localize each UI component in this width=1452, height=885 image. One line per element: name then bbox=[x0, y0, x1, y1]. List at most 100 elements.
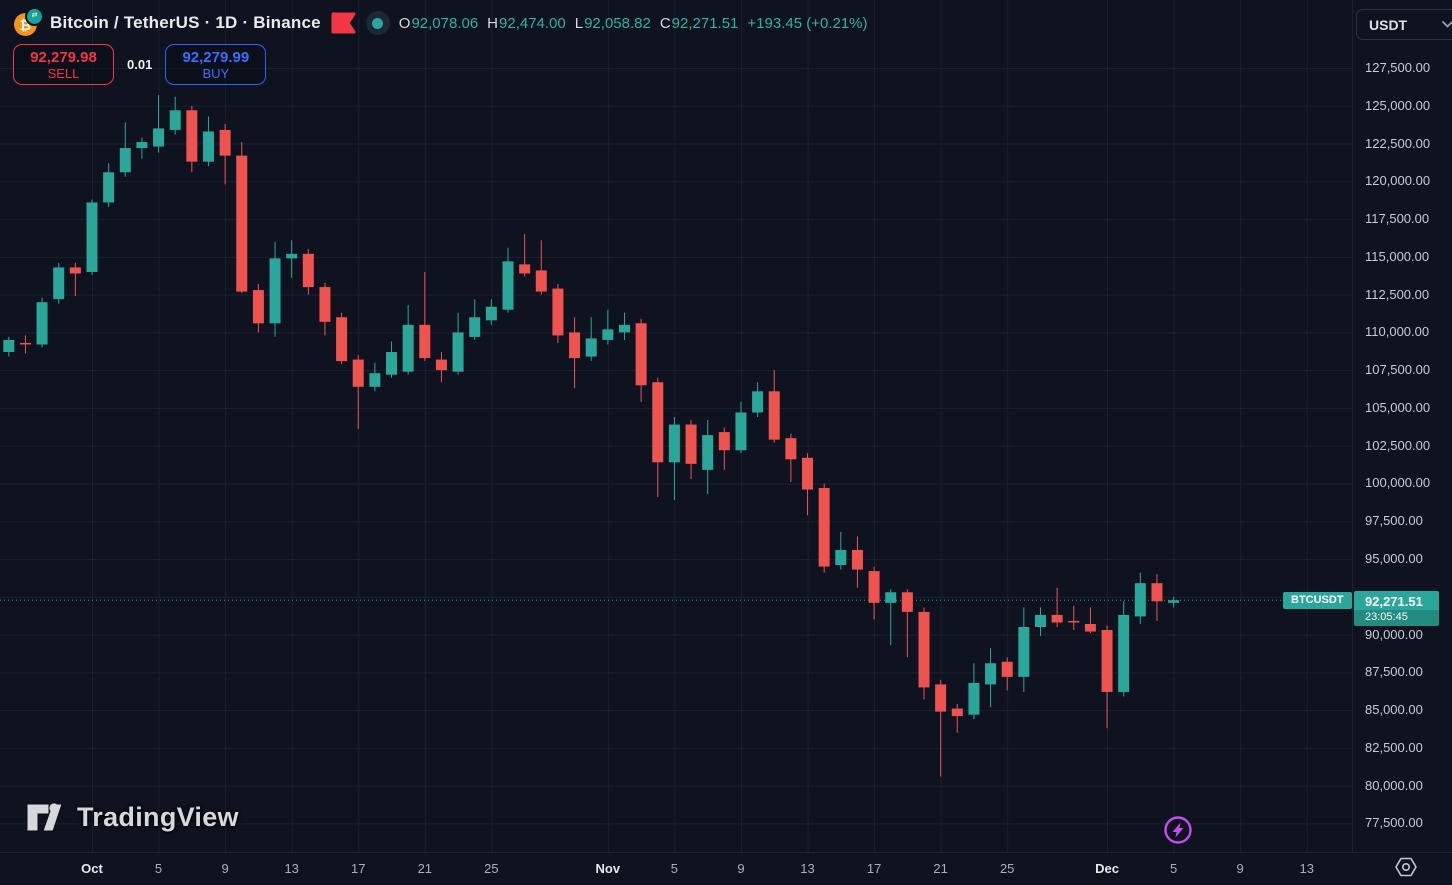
candle bbox=[718, 427, 730, 470]
time-axis-day-label: 21 bbox=[933, 861, 948, 876]
candlestick-chart[interactable] bbox=[0, 0, 1352, 852]
currency-value: USDT bbox=[1369, 16, 1408, 33]
buy-price: 92,279.99 bbox=[182, 48, 250, 66]
price-axis[interactable]: 77,500.00 80,000.00 82,500.00 85,000.00 87,5… bbox=[1352, 0, 1452, 852]
candle bbox=[1034, 607, 1046, 637]
candle bbox=[186, 105, 198, 173]
time-axis-day-label: 21 bbox=[417, 861, 433, 876]
ohlc-number: 92,078.06 bbox=[411, 14, 479, 32]
bitcoin-icon: ₿ ⇄ bbox=[14, 7, 44, 36]
candle bbox=[652, 377, 664, 498]
candle bbox=[918, 607, 930, 700]
time-axis-day-label: 5 bbox=[670, 861, 679, 876]
candle bbox=[219, 123, 231, 185]
candle bbox=[735, 401, 747, 454]
price-axis-label: 110,000.00 bbox=[1365, 324, 1430, 340]
candle bbox=[1168, 596, 1180, 608]
candle bbox=[3, 336, 15, 357]
time-axis-month-label: Dec bbox=[1095, 861, 1119, 876]
event-marker[interactable] bbox=[1163, 815, 1193, 850]
candle bbox=[435, 352, 447, 383]
buy-button[interactable]: 92,279.99 BUY bbox=[165, 44, 267, 85]
candle bbox=[552, 284, 564, 343]
price-axis-label: 107,500.00 bbox=[1365, 362, 1431, 378]
candle bbox=[53, 262, 65, 304]
time-axis-day-label: 13 bbox=[800, 861, 815, 876]
candle bbox=[136, 137, 148, 159]
price-axis-label: 85,000.00 bbox=[1365, 702, 1423, 718]
candle bbox=[169, 96, 181, 135]
price-axis-label: 100,000.00 bbox=[1365, 475, 1431, 491]
ohlc-number: 92,271.51 bbox=[671, 14, 739, 32]
candle bbox=[1001, 657, 1013, 691]
ohlc-letter: L bbox=[574, 14, 584, 32]
time-axis-day-label: 5 bbox=[154, 861, 163, 876]
bar-countdown: 23:05:45 bbox=[1354, 610, 1439, 627]
time-axis-day-label: 9 bbox=[737, 861, 745, 876]
candle bbox=[419, 271, 431, 362]
candle bbox=[535, 240, 547, 295]
candle bbox=[785, 433, 797, 482]
candle bbox=[402, 305, 414, 375]
candle bbox=[935, 679, 947, 777]
symbol-price-line-badge: BTCUSDT bbox=[1283, 591, 1352, 609]
price-axis-label: 97,500.00 bbox=[1365, 513, 1423, 529]
ohlc-number: 92,058.82 bbox=[584, 14, 651, 32]
trade-panel: 92,279.98 SELL 0.01 92,279.99 BUY bbox=[13, 44, 267, 85]
price-axis-label: 82,500.00 bbox=[1365, 739, 1423, 755]
time-axis[interactable]: Oct 5 9 13 17 21 25 Nov 5 9 13 17 21 25 Dec 5 9 13 bbox=[0, 852, 1452, 885]
candle bbox=[1134, 572, 1146, 624]
sell-button[interactable]: 92,279.98 SELL bbox=[13, 44, 114, 85]
price-axis-label: 102,500.00 bbox=[1365, 437, 1431, 453]
candle bbox=[352, 355, 364, 430]
ohlc-item: H 92,474.00 bbox=[487, 15, 566, 32]
candle bbox=[802, 453, 814, 516]
candle bbox=[519, 234, 531, 277]
price-axis-label: 122,500.00 bbox=[1365, 135, 1431, 151]
sell-price: 92,279.98 bbox=[30, 48, 97, 66]
candle bbox=[469, 299, 481, 340]
current-price-value: 92,271.51 bbox=[1365, 594, 1423, 610]
candle bbox=[153, 95, 165, 153]
price-axis-label: 105,000.00 bbox=[1365, 399, 1431, 415]
time-axis-day-label: 17 bbox=[866, 861, 882, 876]
candle bbox=[1051, 587, 1063, 627]
candle bbox=[236, 142, 248, 294]
chevron-down-icon bbox=[1442, 21, 1452, 28]
symbol-title[interactable]: Bitcoin / TetherUS · 1D · Binance bbox=[50, 13, 321, 32]
flag-icon[interactable] bbox=[330, 12, 357, 34]
candle bbox=[452, 312, 464, 375]
time-axis-day-label: 25 bbox=[484, 861, 499, 876]
time-axis-day-label: 13 bbox=[284, 861, 299, 876]
axis-settings-icon[interactable] bbox=[1393, 856, 1419, 883]
market-status-indicator bbox=[365, 11, 390, 35]
candle bbox=[569, 317, 581, 389]
candle bbox=[618, 312, 630, 340]
candle bbox=[386, 341, 398, 378]
candle bbox=[868, 566, 880, 620]
grid-lines bbox=[0, 0, 1352, 852]
candle bbox=[851, 536, 863, 588]
price-axis-label: 80,000.00 bbox=[1365, 777, 1423, 793]
currency-selector[interactable]: USDT bbox=[1356, 9, 1452, 40]
candle bbox=[485, 299, 497, 325]
buy-label: BUY bbox=[202, 65, 230, 81]
candle bbox=[901, 589, 913, 658]
candle bbox=[86, 199, 98, 275]
tradingview-logo-text: TradingView bbox=[77, 802, 239, 832]
price-axis-label: 115,000.00 bbox=[1365, 248, 1430, 264]
ohlc-letter: H bbox=[487, 14, 499, 32]
candle bbox=[951, 704, 963, 733]
lightning-bolt-icon bbox=[1164, 816, 1192, 844]
candle bbox=[269, 241, 281, 337]
candles bbox=[3, 95, 1180, 777]
price-axis-label: 125,000.00 bbox=[1365, 97, 1431, 113]
candle bbox=[685, 420, 697, 479]
candle bbox=[502, 247, 514, 313]
tradingview-logo-icon bbox=[26, 803, 63, 832]
time-axis-day-label: 5 bbox=[1169, 861, 1178, 876]
candle bbox=[1068, 605, 1080, 631]
ohlc-letter: C bbox=[659, 14, 671, 32]
tradingview-logo[interactable]: TradingView bbox=[24, 799, 239, 836]
